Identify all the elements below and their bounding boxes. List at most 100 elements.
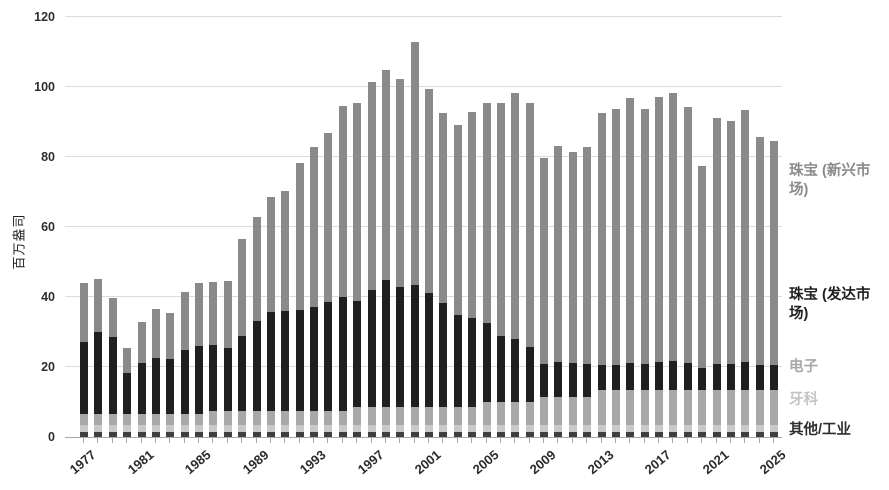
segment <box>439 302 448 408</box>
segment <box>525 347 534 402</box>
segment <box>770 389 778 425</box>
segment <box>511 402 520 425</box>
segment <box>554 362 563 397</box>
segment <box>137 424 146 432</box>
segment <box>683 431 692 437</box>
y-tick-label-20: 20 <box>41 360 55 374</box>
segment <box>568 424 577 432</box>
segment <box>712 389 721 425</box>
segment <box>770 140 778 366</box>
y-tick-label-60: 60 <box>41 220 55 234</box>
segment <box>266 431 275 437</box>
segment <box>439 112 448 303</box>
segment <box>367 431 376 437</box>
segment <box>525 402 534 425</box>
segment <box>453 424 462 432</box>
y-tick-label-120: 120 <box>34 10 55 24</box>
segment <box>726 389 735 425</box>
segment <box>712 118 721 364</box>
segment <box>755 137 764 366</box>
segment <box>410 431 419 437</box>
segment <box>770 424 778 432</box>
x-tick-label-1997: 1997 <box>354 447 387 478</box>
segment <box>108 336 117 415</box>
segment <box>611 109 620 365</box>
segment <box>151 414 160 425</box>
segment <box>353 407 362 425</box>
segment <box>511 431 520 437</box>
segment <box>195 431 203 437</box>
segment <box>425 424 433 432</box>
segment <box>238 424 247 432</box>
x-tick-label-1993: 1993 <box>296 447 329 478</box>
segment <box>583 431 592 437</box>
segment <box>108 414 117 425</box>
legend-item-other-industrial: 其他/工业 <box>789 422 852 438</box>
segment <box>439 431 448 437</box>
bar-2016 <box>640 109 649 443</box>
x-tick-label-2017: 2017 <box>641 447 674 478</box>
segment <box>525 431 534 437</box>
bar-2006 <box>496 103 505 443</box>
bar-1997: 1997 <box>354 82 386 477</box>
bar-2012 <box>583 146 592 444</box>
x-tick-label-2021: 2021 <box>699 447 732 478</box>
segment <box>583 424 592 432</box>
segment <box>482 103 491 323</box>
bars-container: 1977 1981 1985 1989 1993 1997 2001 2005 2009 2013… <box>65 17 789 477</box>
segment <box>266 196 275 313</box>
segment <box>712 363 721 390</box>
segment <box>381 424 390 432</box>
segment <box>425 293 433 408</box>
bar-1990 <box>266 196 275 444</box>
segment <box>295 431 304 437</box>
bar-2022 <box>726 120 735 444</box>
segment <box>108 431 117 437</box>
segment <box>425 431 433 437</box>
x-tick-label-1985: 1985 <box>181 447 214 478</box>
bar-2025: 2025 <box>757 140 789 477</box>
bar-1995 <box>338 105 347 444</box>
segment <box>324 301 333 411</box>
bar-1980 <box>123 348 132 443</box>
segment <box>453 407 462 425</box>
segment <box>755 389 764 425</box>
segment <box>123 424 132 432</box>
segment <box>238 238 247 336</box>
gridline-120 <box>65 16 782 17</box>
segment <box>396 286 405 408</box>
segment <box>295 410 304 425</box>
segment <box>281 311 290 411</box>
segment <box>353 424 362 432</box>
y-tick-label-0: 0 <box>48 430 55 444</box>
x-tick-label-1977: 1977 <box>66 447 99 478</box>
segment <box>410 41 419 286</box>
segment <box>640 431 649 437</box>
segment <box>453 431 462 437</box>
segment <box>626 389 635 425</box>
segment <box>137 363 146 415</box>
segment <box>540 158 548 364</box>
legend-item-electronics: 电子 <box>789 359 818 375</box>
segment <box>209 410 218 425</box>
segment <box>310 410 318 425</box>
segment <box>655 97 663 363</box>
segment <box>698 424 707 432</box>
gridline-80 <box>65 156 782 157</box>
segment <box>583 396 592 425</box>
segment <box>123 372 132 415</box>
segment <box>669 361 678 390</box>
segment <box>381 431 390 437</box>
segment <box>108 298 117 337</box>
segment <box>123 348 132 373</box>
segment <box>683 106 692 364</box>
bar-1998 <box>381 69 390 444</box>
segment <box>611 431 620 437</box>
bar-2021: 2021 <box>699 118 731 477</box>
segment <box>94 414 103 425</box>
segment <box>540 363 548 397</box>
bar-1978 <box>94 279 103 443</box>
segment <box>698 166 707 369</box>
segment <box>439 407 448 425</box>
segment <box>295 309 304 411</box>
